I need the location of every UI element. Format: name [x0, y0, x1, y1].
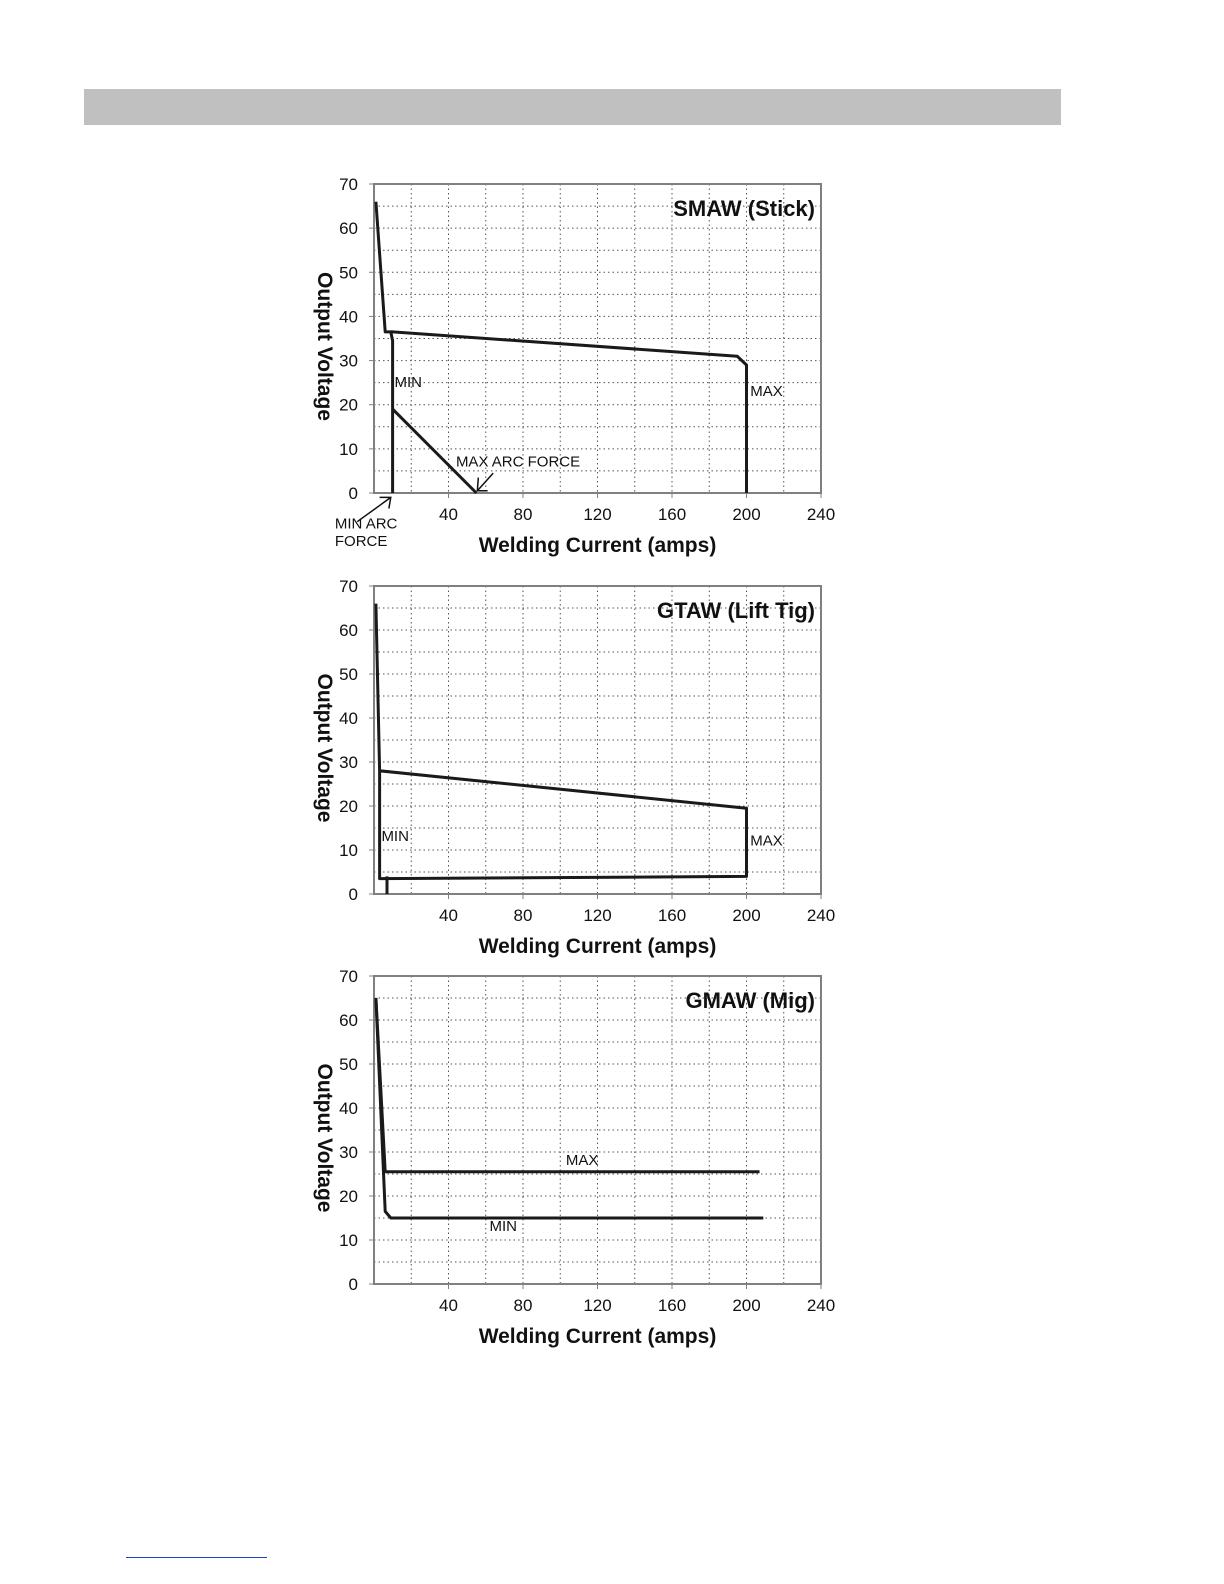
- y-tick-label: 10: [339, 841, 358, 860]
- y-tick-label: 50: [339, 665, 358, 684]
- x-tick-label: 40: [439, 505, 458, 524]
- x-tick-label: 120: [583, 505, 611, 524]
- y-tick-label: 70: [339, 577, 358, 596]
- annotation-label: MAX: [750, 833, 783, 850]
- series-line-min: [374, 997, 764, 1220]
- chart-title: GMAW (Mig): [685, 988, 815, 1013]
- y-tick-label: 70: [339, 967, 358, 986]
- x-tick-label: 120: [583, 906, 611, 925]
- y-tick-label: 30: [339, 753, 358, 772]
- chart-2: 0 10 20 30 40 50 60 70 40 80 120 160 200 240 Welding C…: [313, 577, 835, 958]
- annotation-label: FORCE: [335, 533, 388, 550]
- header-bar: [84, 89, 1061, 125]
- y-tick-label: 30: [339, 1143, 358, 1162]
- max-arc-force-arrow: [476, 472, 494, 492]
- x-tick-label: 160: [658, 1296, 686, 1315]
- x-tick-label: 40: [439, 906, 458, 925]
- annotation-label: MIN: [394, 374, 422, 391]
- y-tick-label: 60: [339, 219, 358, 238]
- y-tick-label: 0: [349, 484, 358, 503]
- footer-rule: [126, 1557, 267, 1558]
- y-tick-label: 50: [339, 263, 358, 282]
- x-tick-label: 240: [807, 505, 835, 524]
- y-tick-label: 70: [339, 175, 358, 194]
- annotation-label: MIN: [381, 828, 409, 845]
- annotation-label: MAX ARC FORCE: [456, 454, 580, 471]
- max-arc-force-arrowhead: [476, 477, 488, 492]
- y-axis-label: Output Voltage: [313, 272, 336, 421]
- x-tick-label: 160: [658, 906, 686, 925]
- series-line-min: [389, 330, 395, 493]
- y-tick-label: 10: [339, 440, 358, 459]
- x-axis-label: Welding Current (amps): [479, 935, 717, 958]
- x-tick-label: 80: [514, 906, 533, 925]
- y-tick-label: 60: [339, 1011, 358, 1030]
- series-line-max: [374, 603, 748, 881]
- x-tick-label: 240: [807, 906, 835, 925]
- annotation-label: MIN ARC: [335, 515, 398, 532]
- chart-title: GTAW (Lift Tig): [657, 598, 815, 623]
- min-arc-force-arrow: [356, 496, 392, 523]
- annotation-label: MAX: [566, 1152, 599, 1169]
- annotation-label: MIN: [489, 1218, 516, 1235]
- x-tick-label: 200: [732, 505, 760, 524]
- chart-1: 0 10 20 30 40 50 60 70 40 80 120 160 200 240 Welding C…: [313, 175, 835, 557]
- y-tick-label: 40: [339, 709, 358, 728]
- y-axis-label: Output Voltage: [313, 1064, 336, 1213]
- y-tick-label: 20: [339, 797, 358, 816]
- y-tick-label: 0: [349, 885, 358, 904]
- x-tick-label: 40: [439, 1296, 458, 1315]
- series-line-max: [374, 201, 748, 493]
- y-axis-label: Output Voltage: [313, 674, 336, 823]
- chart-title: SMAW (Stick): [673, 196, 815, 221]
- annotation-label: MAX: [750, 383, 783, 400]
- x-axis-label: Welding Current (amps): [479, 1325, 717, 1348]
- x-tick-label: 80: [514, 505, 533, 524]
- y-tick-label: 50: [339, 1055, 358, 1074]
- y-tick-label: 30: [339, 352, 358, 371]
- y-tick-label: 10: [339, 1231, 358, 1250]
- x-tick-label: 160: [658, 505, 686, 524]
- x-tick-label: 120: [583, 1296, 611, 1315]
- chart-3: 0 10 20 30 40 50 60 70 40 80 120 160 200 240 Welding C…: [313, 967, 835, 1348]
- y-tick-label: 20: [339, 1187, 358, 1206]
- min-arc-force-arrowhead: [379, 496, 392, 509]
- x-tick-label: 200: [732, 906, 760, 925]
- y-tick-label: 40: [339, 1099, 358, 1118]
- y-tick-label: 0: [349, 1275, 358, 1294]
- series-line-max-arc-force: [391, 408, 478, 495]
- x-tick-label: 240: [807, 1296, 835, 1315]
- x-axis-label: Welding Current (amps): [479, 534, 717, 557]
- y-tick-label: 60: [339, 621, 358, 640]
- y-tick-label: 20: [339, 396, 358, 415]
- x-tick-label: 200: [732, 1296, 760, 1315]
- y-tick-label: 40: [339, 307, 358, 326]
- x-tick-label: 80: [514, 1296, 533, 1315]
